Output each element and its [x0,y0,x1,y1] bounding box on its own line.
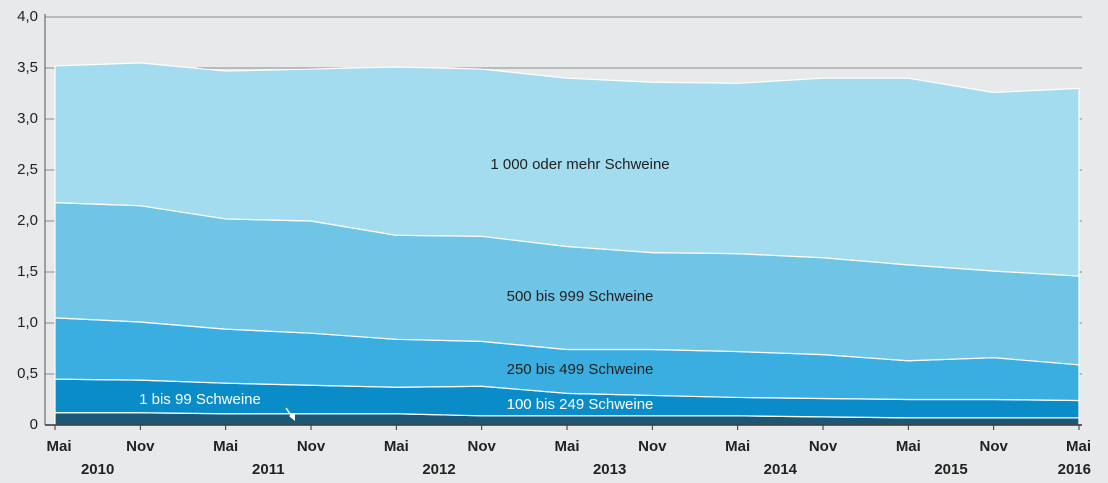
year-label: 2015 [934,461,967,478]
label-arrowhead [289,413,295,421]
x-tick-label: Mai [896,438,921,455]
series-label: 500 bis 999 Schweine [507,288,654,305]
x-tick-label: Nov [297,438,326,455]
y-tick-label: 3,0 [17,110,38,127]
area [54,62,1080,277]
x-tick-label: Mai [46,438,71,455]
y-tick-label: 0 [30,416,38,433]
year-label: 2010 [81,461,114,478]
x-tick-label: Nov [979,438,1008,455]
x-tick-label: Mai [384,438,409,455]
year-label: 2016 [1058,461,1091,478]
year-label: 2013 [593,461,626,478]
series-label: 250 bis 499 Schweine [507,361,654,378]
x-tick-label: Nov [809,438,838,455]
x-tick-label: Mai [725,438,750,455]
y-tick-label: 3,5 [17,59,38,76]
y-tick-label: 1,5 [17,263,38,280]
y-tick-label: 0,5 [17,365,38,382]
y-tick-label: 2,0 [17,212,38,229]
series-label: 100 bis 249 Schweine [507,396,654,413]
series-label: 1 000 oder mehr Schweine [490,156,669,173]
y-tick-label: 4,0 [17,8,38,25]
year-label: 2012 [422,461,455,478]
year-label: 2011 [252,461,285,478]
y-tick-label: 1,0 [17,314,38,331]
x-tick-label: Nov [638,438,667,455]
series-label: 1 bis 99 Schweine [139,391,261,408]
x-tick-label: Nov [467,438,496,455]
x-tick-label: Mai [554,438,579,455]
x-tick-label: Mai [1066,438,1091,455]
x-tick-label: Nov [126,438,155,455]
year-label: 2014 [764,461,798,478]
y-tick-label: 2,5 [17,161,38,178]
x-tick-label: Mai [213,438,238,455]
